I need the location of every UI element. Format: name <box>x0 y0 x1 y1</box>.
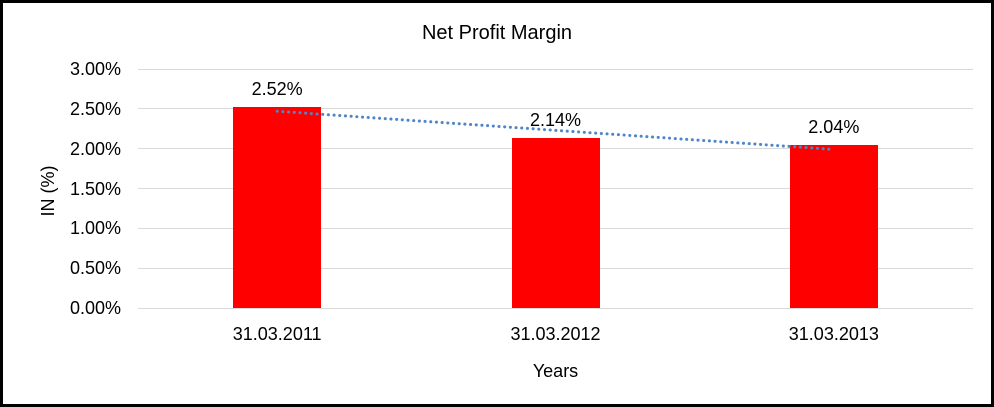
x-axis-title: Years <box>532 361 579 381</box>
y-axis-tick-label: 1.00% <box>69 218 121 239</box>
gridline <box>138 68 973 70</box>
x-axis-tick-label: 31.03.2011 <box>232 324 322 344</box>
y-axis-tick-label: 0.50% <box>69 258 121 279</box>
gridline <box>138 108 973 110</box>
bar-data-label: 2.14% <box>529 109 582 130</box>
bar-data-label: 2.04% <box>808 117 860 138</box>
bar <box>233 107 322 308</box>
bar-data-label: 2.52% <box>251 79 303 100</box>
y-axis-tick-label: 2.50% <box>69 98 121 119</box>
y-axis-tick-label: 1.50% <box>69 178 121 199</box>
x-axis-tick-label: 31.03.2013 <box>788 324 879 344</box>
y-axis-tick-label: 0.00% <box>69 298 121 318</box>
bar <box>789 145 878 308</box>
x-axis-tick-label: 31.03.2012 <box>510 324 601 344</box>
chart-title: Net Profit Margin <box>421 22 573 44</box>
y-axis-tick-label: 2.00% <box>69 138 121 159</box>
y-axis-tick-label: 3.00% <box>69 59 121 79</box>
gridline <box>138 307 973 309</box>
bar <box>511 137 600 308</box>
